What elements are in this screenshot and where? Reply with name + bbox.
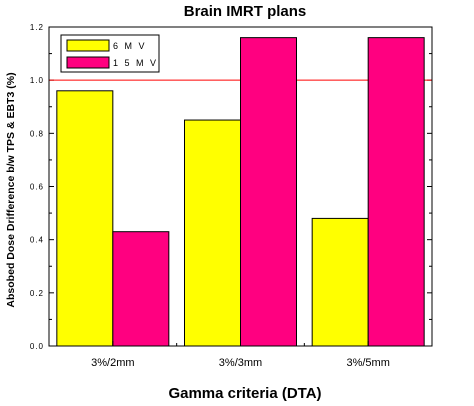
- y-tick-label: 0.0: [30, 342, 44, 351]
- category-label: 3%/5mm: [346, 357, 389, 369]
- y-tick-label: 0.8: [30, 129, 44, 138]
- x-axis-label: Gamma criteria (DTA): [168, 385, 321, 402]
- y-tick-label: 1.2: [30, 23, 44, 32]
- legend-swatch: [66, 39, 110, 52]
- legend: 6 M V 1 5 M V: [60, 34, 160, 73]
- bar: [184, 119, 241, 347]
- bar: [311, 217, 369, 347]
- legend-label: 1 5 M V: [113, 58, 158, 68]
- y-tick-label: 0.2: [30, 289, 44, 298]
- category-label: 3%/3mm: [219, 357, 262, 369]
- y-tick-label: 0.4: [30, 236, 44, 245]
- chart-title: Brain IMRT plans: [184, 3, 307, 20]
- bar: [56, 90, 114, 347]
- bar: [240, 37, 297, 347]
- bar: [112, 231, 170, 347]
- y-tick-label: 0.6: [30, 183, 44, 192]
- legend-swatch: [66, 56, 110, 69]
- bar: [367, 37, 425, 347]
- y-axis-label: Absobed Dose Drifference b/w TPS & EBT3 …: [5, 72, 17, 307]
- legend-label: 6 M V: [113, 41, 147, 51]
- y-tick-label: 1.0: [30, 76, 44, 85]
- category-label: 3%/2mm: [91, 357, 134, 369]
